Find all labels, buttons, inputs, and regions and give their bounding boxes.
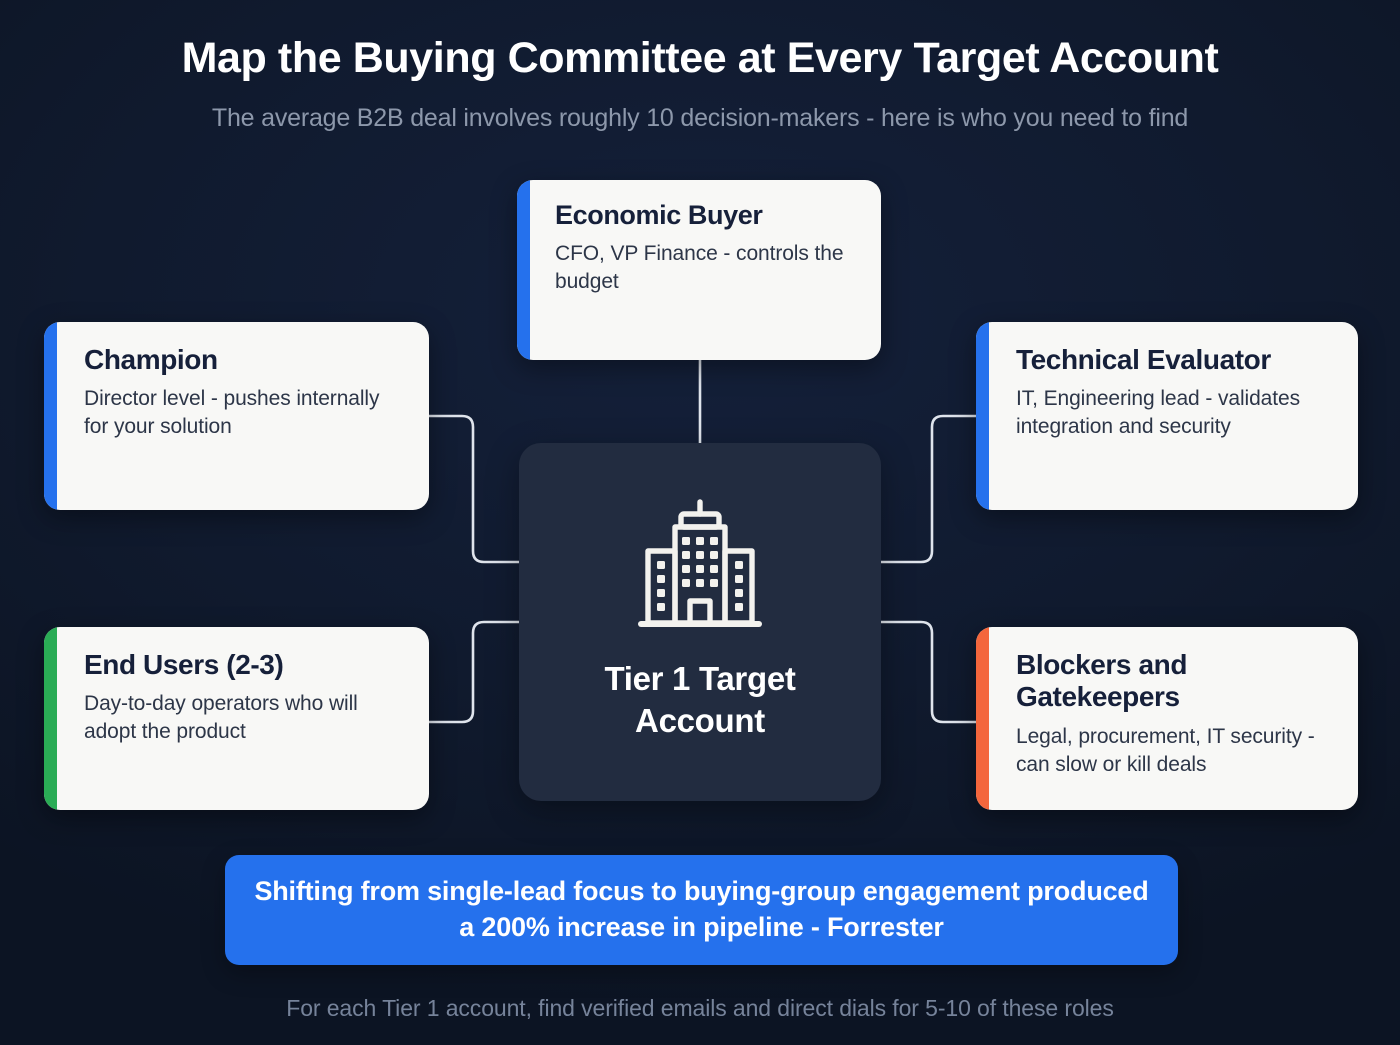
card-title-champion: Champion [84, 344, 218, 375]
role-card-economic-buyer[interactable]: Economic Buyer CFO, VP Finance - control… [517, 180, 881, 360]
connector-blockers-to-hub [879, 620, 978, 724]
stat-banner-text: Shifting from single-lead focus to buyin… [254, 876, 1149, 942]
card-title-blockers-gatekeepers: Blockers and Gatekeepers [1016, 649, 1188, 713]
connector-technical-to-hub [879, 414, 978, 564]
card-body: Champion Director level - pushes interna… [44, 322, 429, 463]
card-description-end-users: Day-to-day operators who will adopt the … [84, 692, 358, 744]
accent-bar-technical-evaluator [976, 322, 989, 510]
card-body: Technical Evaluator IT, Engineering lead… [976, 322, 1358, 463]
card-description-blockers-gatekeepers: Legal, procurement, IT security - can sl… [1016, 724, 1315, 776]
connector-champion-to-hub [427, 414, 521, 564]
connector-end-users-to-hub [427, 620, 521, 724]
card-body: End Users (2-3) Day-to-day operators who… [44, 627, 429, 768]
role-card-blockers-gatekeepers[interactable]: Blockers and Gatekeepers Legal, procurem… [976, 627, 1358, 810]
office-building-icon [638, 499, 762, 627]
card-title-technical-evaluator: Technical Evaluator [1016, 344, 1271, 375]
accent-bar-blockers-gatekeepers [976, 627, 989, 810]
page-title: Map the Buying Committee at Every Target… [181, 34, 1219, 82]
footnote: For each Tier 1 account, find verified e… [286, 995, 1114, 1021]
card-body: Economic Buyer CFO, VP Finance - control… [517, 180, 881, 316]
center-hub-tier-1-target-account[interactable]: Tier 1 Target Account [519, 443, 881, 801]
role-card-end-users[interactable]: End Users (2-3) Day-to-day operators who… [44, 627, 429, 810]
card-title-economic-buyer: Economic Buyer [555, 200, 763, 230]
page-subtitle: The average B2B deal involves roughly 10… [211, 104, 1189, 132]
card-description-champion: Director level - pushes internally for y… [84, 387, 380, 439]
card-title-end-users: End Users (2-3) [84, 649, 284, 680]
stat-banner: Shifting from single-lead focus to buyin… [225, 855, 1178, 965]
accent-bar-end-users [44, 627, 57, 810]
accent-bar-champion [44, 322, 57, 510]
hub-label: Tier 1 Target Account [604, 659, 796, 739]
accent-bar-economic-buyer [517, 180, 530, 360]
card-description-technical-evaluator: IT, Engineering lead - validates integra… [1016, 387, 1300, 439]
role-card-champion[interactable]: Champion Director level - pushes interna… [44, 322, 429, 510]
card-description-economic-buyer: CFO, VP Finance - controls the budget [555, 242, 844, 294]
role-card-technical-evaluator[interactable]: Technical Evaluator IT, Engineering lead… [976, 322, 1358, 510]
card-body: Blockers and Gatekeepers Legal, procurem… [976, 627, 1358, 801]
